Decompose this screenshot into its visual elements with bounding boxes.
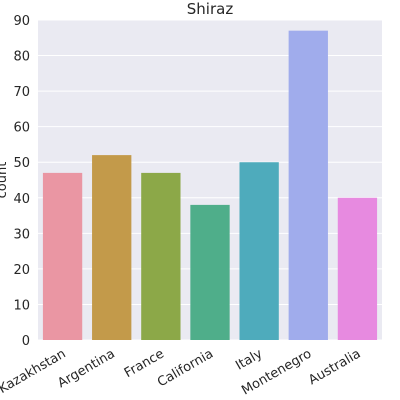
bar-italy <box>239 162 279 340</box>
y-tick-label: 70 <box>13 85 30 100</box>
x-tick-label: Australia <box>306 346 363 388</box>
y-tick-labels: 0 10 20 30 40 50 60 70 80 90 <box>13 14 30 349</box>
y-tick-label: 50 <box>13 156 30 171</box>
bar-france <box>141 172 181 340</box>
y-tick-label: 20 <box>13 263 30 278</box>
y-tick-label: 60 <box>13 121 30 136</box>
bar-argentina <box>92 155 132 340</box>
bar-montenegro <box>288 30 328 341</box>
x-tick-label: Kazakhstan <box>0 346 69 396</box>
y-tick-label: 80 <box>13 50 30 65</box>
bars <box>42 30 378 341</box>
y-axis-label: count <box>0 162 10 199</box>
y-tick-label: 40 <box>13 192 30 207</box>
x-tick-label: Italy <box>233 346 265 373</box>
y-tick-label: 30 <box>13 227 30 242</box>
bar-kazakhstan <box>42 172 83 340</box>
y-tick-label: 0 <box>22 334 30 349</box>
x-tick-label: California <box>155 346 216 390</box>
bar-california <box>190 204 230 340</box>
chart-title: Shiraz <box>187 0 234 18</box>
y-tick-label: 90 <box>13 14 30 29</box>
bar-australia <box>337 197 378 340</box>
y-tick-label: 10 <box>13 298 30 313</box>
